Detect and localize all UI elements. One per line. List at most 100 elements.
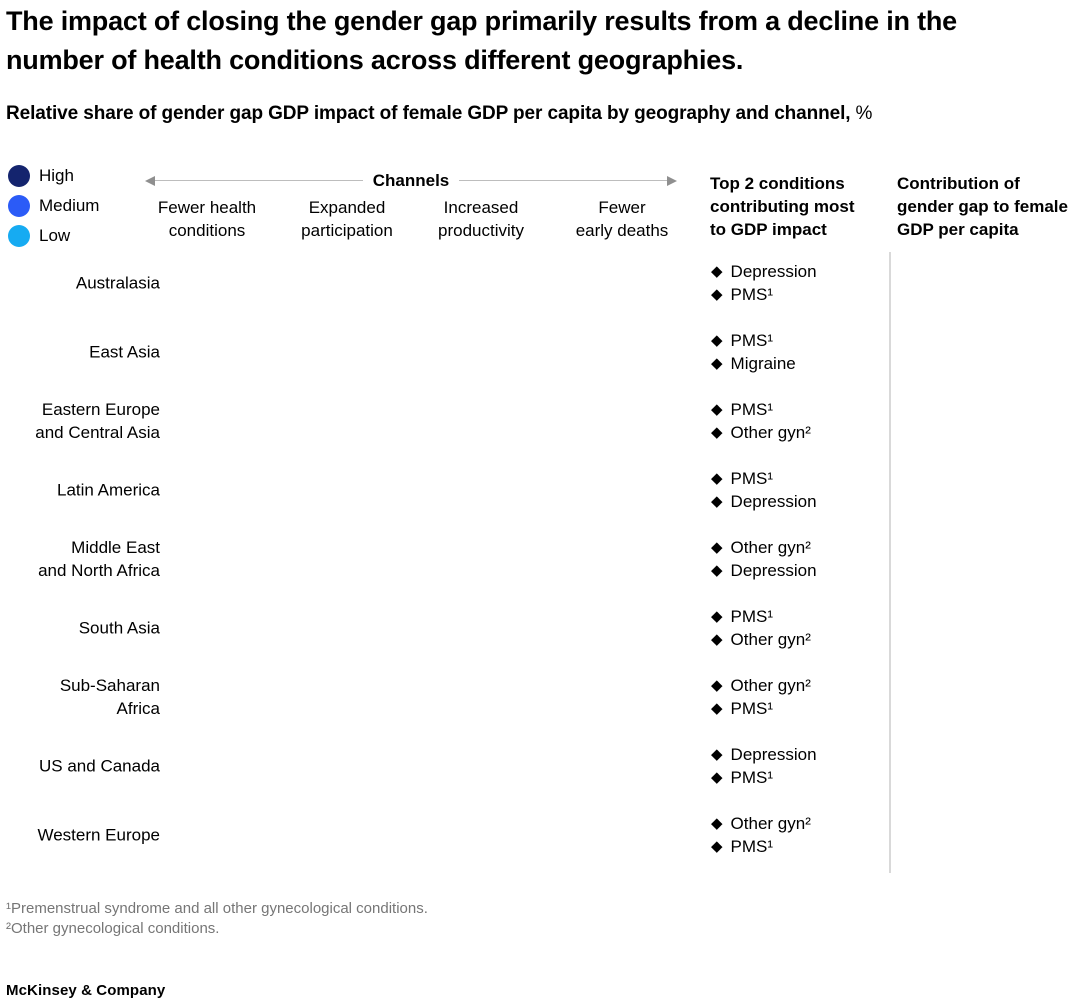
text-line: and Central Asia	[35, 423, 160, 442]
top-conditions-list: ◆ PMS¹ ◆ Depression	[711, 467, 817, 513]
condition-label: Other gyn²	[730, 630, 811, 649]
channels-axis: Channels	[145, 170, 677, 190]
diamond-icon: ◆	[711, 815, 723, 832]
geo-row: Western Europe ◆ Other gyn² ◆ PMS¹	[0, 801, 1080, 870]
diamond-icon: ◆	[711, 838, 723, 855]
condition-label: Migraine	[730, 354, 796, 373]
text-line: contributing most	[710, 197, 855, 216]
geo-row: South Asia ◆ PMS¹ ◆ Other gyn²	[0, 594, 1080, 663]
geo-label: Latin America	[0, 479, 160, 502]
condition-item: ◆ Migraine	[711, 352, 796, 375]
condition-item: ◆ Other gyn²	[711, 536, 817, 559]
condition-label: PMS¹	[730, 699, 774, 718]
chart-subtitle: Relative share of gender gap GDP impact …	[6, 103, 872, 125]
condition-item: ◆ Depression	[711, 743, 817, 766]
condition-item: ◆ Other gyn²	[711, 628, 811, 651]
brand-footer: McKinsey & Company	[6, 982, 166, 999]
text-line: East Asia	[89, 342, 160, 362]
channels-axis-label: Channels	[372, 170, 450, 190]
top-conditions-list: ◆ Depression ◆ PMS¹	[711, 260, 817, 306]
legend-item: Low	[8, 221, 99, 251]
text-line: South Asia	[78, 618, 160, 638]
legend-item-label: Low	[39, 226, 71, 245]
top-conditions-list: ◆ PMS¹ ◆ Migraine	[711, 329, 796, 375]
geo-row: Middle East and North Africa ◆ Other gyn² ◆…	[0, 525, 1080, 594]
text-line: Eastern Europe	[41, 400, 160, 419]
geo-label: Australasia	[0, 272, 160, 295]
diamond-icon: ◆	[711, 769, 723, 786]
condition-item: ◆ PMS¹	[711, 467, 817, 490]
condition-label: Other gyn²	[730, 423, 811, 442]
footnote-line: ²Other gynecological conditions.	[6, 920, 220, 937]
condition-label: Other gyn²	[730, 676, 811, 695]
condition-item: ◆ Other gyn²	[711, 421, 811, 444]
condition-item: ◆ PMS¹	[711, 697, 811, 720]
condition-item: ◆ Depression	[711, 260, 817, 283]
condition-label: PMS¹	[730, 607, 774, 626]
axis-line-left	[155, 179, 363, 182]
text-line: Middle East	[71, 538, 160, 557]
geo-label: South Asia	[0, 617, 160, 640]
diamond-icon: ◆	[711, 608, 723, 625]
page-title: The impact of closing the gender gap pri…	[6, 6, 957, 75]
condition-label: PMS¹	[730, 285, 774, 304]
diamond-icon: ◆	[711, 631, 723, 648]
geo-label: Middle East and North Africa	[0, 536, 160, 582]
condition-item: ◆ PMS¹	[711, 835, 811, 858]
legend-item-label: High	[39, 166, 74, 185]
text-line: conditions	[168, 221, 246, 240]
geo-row: Latin America ◆ PMS¹ ◆ Depression	[0, 456, 1080, 525]
arrow-right-icon	[667, 175, 677, 186]
channel-column-header: Increased productivity	[406, 196, 556, 242]
text-line: productivity	[438, 221, 524, 240]
condition-label: Depression	[730, 561, 817, 580]
geo-row: Eastern Europe and Central Asia ◆ PMS¹ ◆ Oth…	[0, 387, 1080, 456]
footnotes: ¹Premenstrual syndrome and all other gyn…	[6, 899, 428, 939]
text-line: Latin America	[57, 480, 160, 500]
subtitle-text: Relative share of gender gap GDP impact …	[6, 103, 851, 124]
contribution-header: Contribution of gender gap to female GDP p…	[897, 172, 1080, 241]
legend-dot-icon	[8, 225, 30, 247]
diamond-icon: ◆	[711, 539, 723, 556]
condition-item: ◆ Other gyn²	[711, 674, 811, 697]
text-line: Western Europe	[37, 825, 160, 845]
diamond-icon: ◆	[711, 470, 723, 487]
condition-item: ◆ Other gyn²	[711, 812, 811, 835]
channel-column-header: Fewer health conditions	[132, 196, 282, 242]
top-conditions-list: ◆ Other gyn² ◆ PMS¹	[711, 812, 811, 858]
text-line: Sub-Saharan	[59, 676, 160, 695]
text-line: gender gap to female	[897, 197, 1068, 216]
diamond-icon: ◆	[711, 401, 723, 418]
text-line: Top 2 conditions	[710, 174, 845, 193]
condition-item: ◆ Depression	[711, 490, 817, 513]
text-line: and North Africa	[38, 561, 160, 580]
condition-item: ◆ Depression	[711, 559, 817, 582]
geo-row: East Asia ◆ PMS¹ ◆ Migraine	[0, 318, 1080, 387]
condition-item: ◆ PMS¹	[711, 398, 811, 421]
condition-item: ◆ PMS¹	[711, 605, 811, 628]
legend-dot-icon	[8, 195, 30, 217]
diamond-icon: ◆	[711, 493, 723, 510]
text-line: Fewer	[598, 198, 646, 217]
legend-dot-icon	[8, 165, 30, 187]
text-line: Fewer health	[157, 198, 257, 217]
condition-item: ◆ PMS¹	[711, 766, 817, 789]
diamond-icon: ◆	[711, 746, 723, 763]
geo-row: Australasia ◆ Depression ◆ PMS¹	[0, 249, 1080, 318]
channel-column-header: Fewer early deaths	[547, 196, 697, 242]
condition-label: PMS¹	[730, 768, 774, 787]
text-line: Expanded	[308, 198, 386, 217]
geo-label: East Asia	[0, 341, 160, 364]
footnote-line: ¹Premenstrual syndrome and all other gyn…	[6, 900, 428, 917]
text-line: to GDP impact	[710, 220, 827, 239]
condition-label: PMS¹	[730, 400, 774, 419]
top-conditions-list: ◆ Other gyn² ◆ PMS¹	[711, 674, 811, 720]
condition-label: Depression	[730, 262, 817, 281]
text-line: Australasia	[75, 273, 160, 293]
diamond-icon: ◆	[711, 562, 723, 579]
top-conditions-list: ◆ Other gyn² ◆ Depression	[711, 536, 817, 582]
diamond-icon: ◆	[711, 677, 723, 694]
channel-column-header: Expanded participation	[272, 196, 422, 242]
